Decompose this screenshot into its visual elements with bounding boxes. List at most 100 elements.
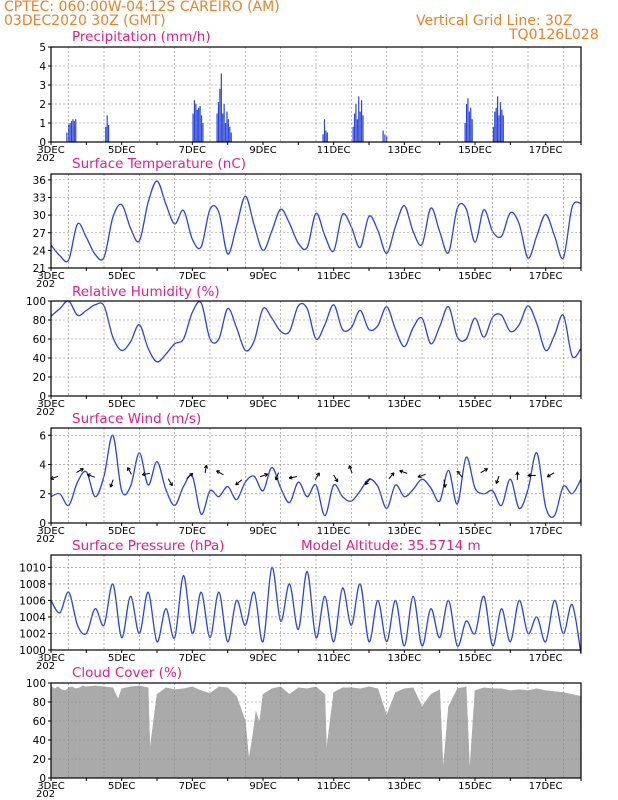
x-tick-label: 9DEC — [249, 653, 276, 664]
y-tick-label: 21 — [33, 263, 46, 275]
wind-arrow — [76, 468, 84, 474]
x-year-label: 202 — [36, 279, 55, 290]
x-tick-label: 3DEC — [37, 526, 64, 537]
y-tick-label: 0 — [39, 137, 46, 149]
precip-bar — [202, 123, 204, 142]
precip-bar — [356, 119, 358, 142]
y-tick-label: 0 — [39, 773, 46, 785]
panel-title: Precipitation (mm/h) — [72, 29, 211, 45]
x-tick-label: 13DEC — [387, 145, 421, 156]
wind-arrow — [167, 478, 173, 487]
cloud-cover-segment — [86, 685, 96, 779]
cloud-cover-segment — [79, 685, 84, 779]
cloud-cover-segment — [545, 690, 555, 779]
wind-arrow — [417, 473, 426, 479]
y-tick-label: 27 — [33, 228, 46, 240]
cloud-cover-segment — [236, 696, 246, 779]
y-tick-label: 0 — [39, 391, 46, 403]
cloud-cover-segment — [218, 686, 228, 779]
cloud-cover-segment — [156, 687, 167, 779]
precip-bar — [198, 107, 200, 142]
precip-bar — [226, 111, 228, 142]
wind-arrow — [141, 472, 151, 477]
cloud-cover-segment — [430, 689, 440, 779]
wind-arrow — [235, 479, 243, 486]
cloud-cover-segment — [147, 687, 151, 779]
wind-arrow — [109, 479, 114, 488]
wind-arrow — [364, 478, 371, 485]
cloud-cover-segment — [474, 687, 485, 779]
cloud-cover-segment — [130, 685, 140, 779]
precip-bar — [352, 126, 354, 142]
precip-bar — [217, 102, 220, 142]
cloud-cover-segment — [280, 686, 290, 779]
precip-bar — [502, 115, 504, 142]
x-tick-label: 5DEC — [108, 399, 135, 410]
wind-arrow — [442, 479, 447, 488]
x-tick-label: 3DEC — [37, 399, 64, 410]
header-model-code: TQ0126L028 — [509, 27, 599, 43]
wind-arrow — [456, 470, 463, 478]
precip-bar — [68, 124, 70, 142]
cloud-cover-segment — [442, 706, 449, 779]
x-tick-label: 3DEC — [37, 145, 64, 156]
cloud-cover-segment — [518, 689, 529, 779]
panel-frame — [50, 173, 582, 269]
cloud-cover-segment — [457, 686, 467, 779]
precip-bar — [193, 100, 196, 142]
panel-frame — [50, 682, 582, 779]
precip-bar — [382, 130, 384, 142]
cloud-cover-segment — [94, 685, 105, 779]
x-tick-label: 11DEC — [317, 781, 351, 792]
y-tick-label: 30 — [33, 210, 46, 222]
cloud-cover-segment — [75, 687, 80, 779]
precip-bar — [323, 119, 326, 142]
precip-bar — [230, 132, 232, 142]
model-altitude-label: Model Altitude: 35.5714 m — [301, 538, 481, 554]
precip-bar — [219, 88, 221, 142]
wind-arrow — [515, 471, 520, 480]
cloud-cover-segment — [112, 687, 119, 779]
series-line-1 — [50, 180, 582, 263]
precip-bar — [497, 96, 499, 142]
y-tick-label: 36 — [33, 175, 47, 187]
precip-bar — [495, 107, 497, 142]
precip-bar — [192, 113, 194, 142]
x-tick-label: 11DEC — [317, 145, 351, 156]
y-tick-label: 20 — [33, 372, 46, 384]
precip-bar — [359, 111, 361, 142]
cloud-cover-segment — [501, 688, 511, 779]
x-tick-label: 15DEC — [458, 653, 492, 664]
cloud-cover-segment — [209, 686, 220, 779]
y-tick-label: 5 — [39, 42, 46, 54]
cloud-cover-segment — [469, 690, 476, 779]
panel-frame — [50, 554, 582, 651]
precip-bar — [360, 100, 363, 142]
y-tick-label: 1002 — [19, 628, 46, 640]
cloud-cover-segment — [57, 686, 62, 779]
panel-title: Relative Humidity (%) — [72, 284, 220, 300]
cloud-cover-segment — [404, 687, 414, 779]
panel-title: Cloud Cover (%) — [72, 665, 182, 681]
x-tick-label: 7DEC — [179, 271, 206, 282]
wind-arrow — [314, 472, 320, 481]
wind-arrow — [495, 475, 500, 484]
x-tick-label: 5DEC — [108, 653, 135, 664]
cloud-cover-segment — [333, 687, 343, 779]
panel-frame — [50, 300, 582, 397]
x-tick-label: 17DEC — [529, 145, 563, 156]
x-tick-label: 17DEC — [529, 526, 563, 537]
x-tick-label: 15DEC — [458, 526, 492, 537]
cloud-cover-segment — [571, 694, 582, 779]
panel-4: 1000 1002 1004 1006 1008 1010 3DEC 5DEC 7DEC 9DEC… — [19, 538, 582, 672]
precip-bar — [227, 119, 229, 142]
x-tick-label: 15DEC — [458, 271, 492, 282]
x-tick-label: 7DEC — [179, 526, 206, 537]
y-tick-label: 24 — [33, 245, 47, 257]
precip-bar — [220, 73, 222, 142]
cloud-cover-segment — [248, 738, 253, 779]
x-tick-label: 15DEC — [458, 781, 492, 792]
y-tick-label: 1 — [39, 118, 46, 130]
x-tick-label: 7DEC — [179, 653, 206, 664]
